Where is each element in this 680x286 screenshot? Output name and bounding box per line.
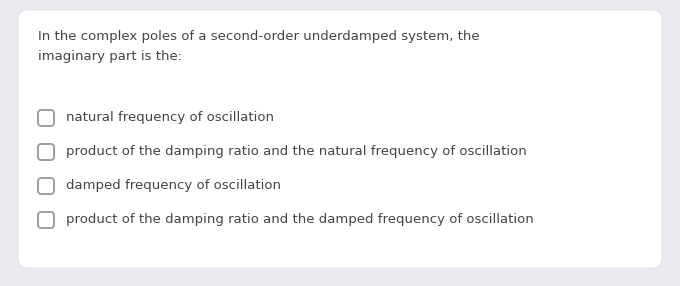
Text: product of the damping ratio and the natural frequency of oscillation: product of the damping ratio and the nat… (66, 146, 527, 158)
FancyBboxPatch shape (38, 212, 54, 228)
FancyBboxPatch shape (38, 144, 54, 160)
FancyBboxPatch shape (18, 10, 662, 268)
FancyBboxPatch shape (38, 178, 54, 194)
FancyBboxPatch shape (38, 110, 54, 126)
Text: damped frequency of oscillation: damped frequency of oscillation (66, 180, 281, 192)
Text: natural frequency of oscillation: natural frequency of oscillation (66, 112, 274, 124)
Text: product of the damping ratio and the damped frequency of oscillation: product of the damping ratio and the dam… (66, 214, 534, 227)
Text: In the complex poles of a second-order underdamped system, the
imaginary part is: In the complex poles of a second-order u… (38, 30, 479, 63)
